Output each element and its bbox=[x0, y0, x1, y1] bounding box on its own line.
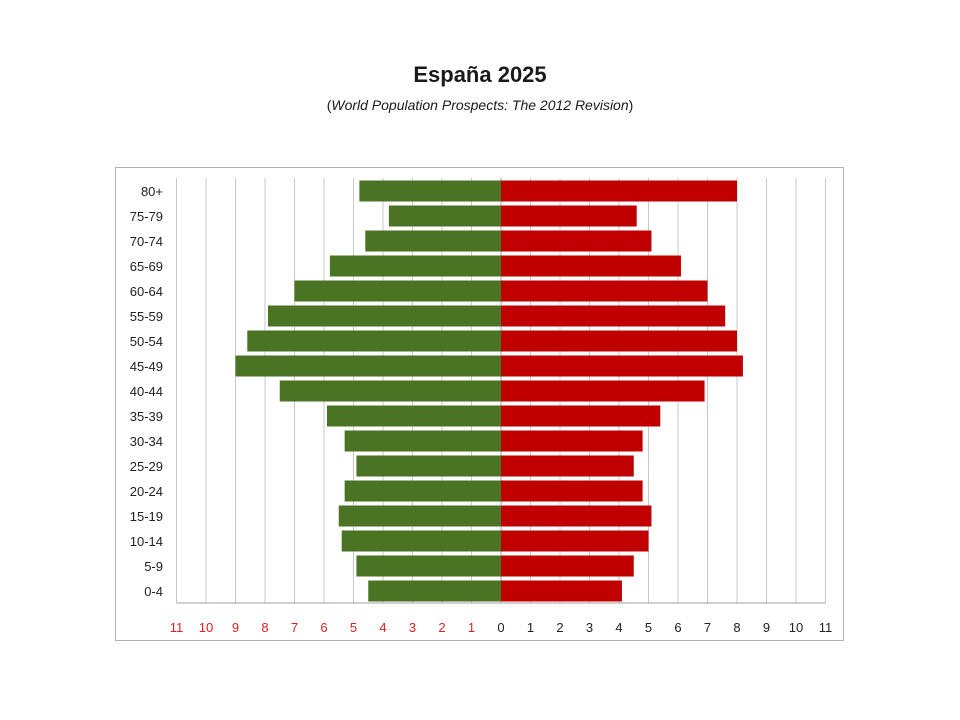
bar-right-5-9 bbox=[501, 555, 634, 577]
bar-right-25-29 bbox=[501, 455, 634, 477]
category-label: 40-44 bbox=[130, 384, 163, 399]
category-label: 25-29 bbox=[130, 459, 163, 474]
x-tick-label-right: 0 bbox=[497, 620, 504, 635]
bar-right-35-39 bbox=[501, 405, 661, 427]
category-label: 80+ bbox=[141, 184, 163, 199]
bar-left-20-24 bbox=[344, 480, 501, 502]
x-tick-label-left: 9 bbox=[232, 620, 239, 635]
x-tick-label-right: 10 bbox=[789, 620, 803, 635]
category-label: 45-49 bbox=[130, 359, 163, 374]
x-tick-label-right: 5 bbox=[645, 620, 652, 635]
bar-left-55-59 bbox=[267, 305, 501, 327]
category-label: 20-24 bbox=[130, 484, 163, 499]
x-tick-label-right: 1 bbox=[527, 620, 534, 635]
bar-right-0-4 bbox=[501, 580, 622, 602]
category-label: 15-19 bbox=[130, 509, 163, 524]
x-tick-label-right: 2 bbox=[556, 620, 563, 635]
subtitle-close-paren: ) bbox=[628, 97, 634, 113]
x-tick-label-left: 1 bbox=[468, 620, 475, 635]
category-label: 50-54 bbox=[130, 334, 163, 349]
category-label: 70-74 bbox=[130, 234, 163, 249]
x-tick-label-right: 11 bbox=[819, 620, 833, 635]
bar-right-45-49 bbox=[501, 355, 743, 377]
x-tick-label-left: 6 bbox=[320, 620, 327, 635]
chart-title: España 2025 bbox=[413, 62, 547, 87]
x-tick-label-right: 7 bbox=[704, 620, 711, 635]
bar-left-65-69 bbox=[329, 255, 501, 277]
bar-left-25-29 bbox=[356, 455, 501, 477]
bar-right-50-54 bbox=[501, 330, 737, 352]
bar-right-55-59 bbox=[501, 305, 726, 327]
bar-left-50-54 bbox=[247, 330, 501, 352]
category-label: 10-14 bbox=[130, 534, 163, 549]
category-label: 5-9 bbox=[144, 559, 163, 574]
bar-right-80+ bbox=[501, 180, 737, 202]
x-tick-label-left: 11 bbox=[170, 620, 184, 635]
category-label: 65-69 bbox=[130, 259, 163, 274]
bar-left-60-64 bbox=[294, 280, 501, 302]
bar-right-20-24 bbox=[501, 480, 643, 502]
bars bbox=[235, 180, 743, 602]
bar-right-75-79 bbox=[501, 205, 637, 227]
bar-left-30-34 bbox=[344, 430, 501, 452]
x-tick-label-right: 4 bbox=[615, 620, 622, 635]
x-tick-label-left: 4 bbox=[379, 620, 386, 635]
bar-left-70-74 bbox=[365, 230, 501, 252]
bar-left-5-9 bbox=[356, 555, 501, 577]
bar-left-80+ bbox=[359, 180, 501, 202]
bar-right-15-19 bbox=[501, 505, 652, 527]
category-label: 75-79 bbox=[130, 209, 163, 224]
bar-right-30-34 bbox=[501, 430, 643, 452]
bar-left-0-4 bbox=[368, 580, 501, 602]
x-tick-label-left: 7 bbox=[291, 620, 298, 635]
category-label: 30-34 bbox=[130, 434, 163, 449]
x-tick-label-right: 8 bbox=[733, 620, 740, 635]
x-tick-label-left: 5 bbox=[350, 620, 357, 635]
subtitle-open-paren: ( bbox=[326, 97, 332, 113]
x-tick-labels: 11 10 9 8 7 6 5 4 3 2 1 0 1 2 3 4 5 6 7 8 9 10 11 bbox=[170, 620, 833, 635]
x-tick-label-left: 8 bbox=[261, 620, 268, 635]
x-tick-label-left: 3 bbox=[409, 620, 416, 635]
bar-right-10-14 bbox=[501, 530, 649, 552]
bar-left-10-14 bbox=[341, 530, 501, 552]
bar-right-70-74 bbox=[501, 230, 652, 252]
category-label: 0-4 bbox=[144, 584, 163, 599]
category-labels: 80+ 75-79 70-74 65-69 60-64 55-59 50-54 45-49 40… bbox=[130, 184, 163, 599]
category-label: 60-64 bbox=[130, 284, 163, 299]
x-tick-label-right: 6 bbox=[674, 620, 681, 635]
bar-right-60-64 bbox=[501, 280, 708, 302]
bar-left-40-44 bbox=[279, 380, 501, 402]
subtitle-text: World Population Prospects: The 2012 Rev… bbox=[331, 97, 629, 113]
bar-right-40-44 bbox=[501, 380, 705, 402]
bar-left-75-79 bbox=[388, 205, 501, 227]
x-tick-label-left: 2 bbox=[438, 620, 445, 635]
bar-left-35-39 bbox=[326, 405, 501, 427]
x-tick-label-left: 10 bbox=[199, 620, 213, 635]
bar-left-15-19 bbox=[338, 505, 501, 527]
category-label: 35-39 bbox=[130, 409, 163, 424]
bar-right-65-69 bbox=[501, 255, 681, 277]
chart-subtitle: (World Population Prospects: The 2012 Re… bbox=[0, 97, 960, 113]
x-tick-label-right: 3 bbox=[586, 620, 593, 635]
x-tick-label-right: 9 bbox=[763, 620, 770, 635]
category-label: 55-59 bbox=[130, 309, 163, 324]
bar-left-45-49 bbox=[235, 355, 501, 377]
